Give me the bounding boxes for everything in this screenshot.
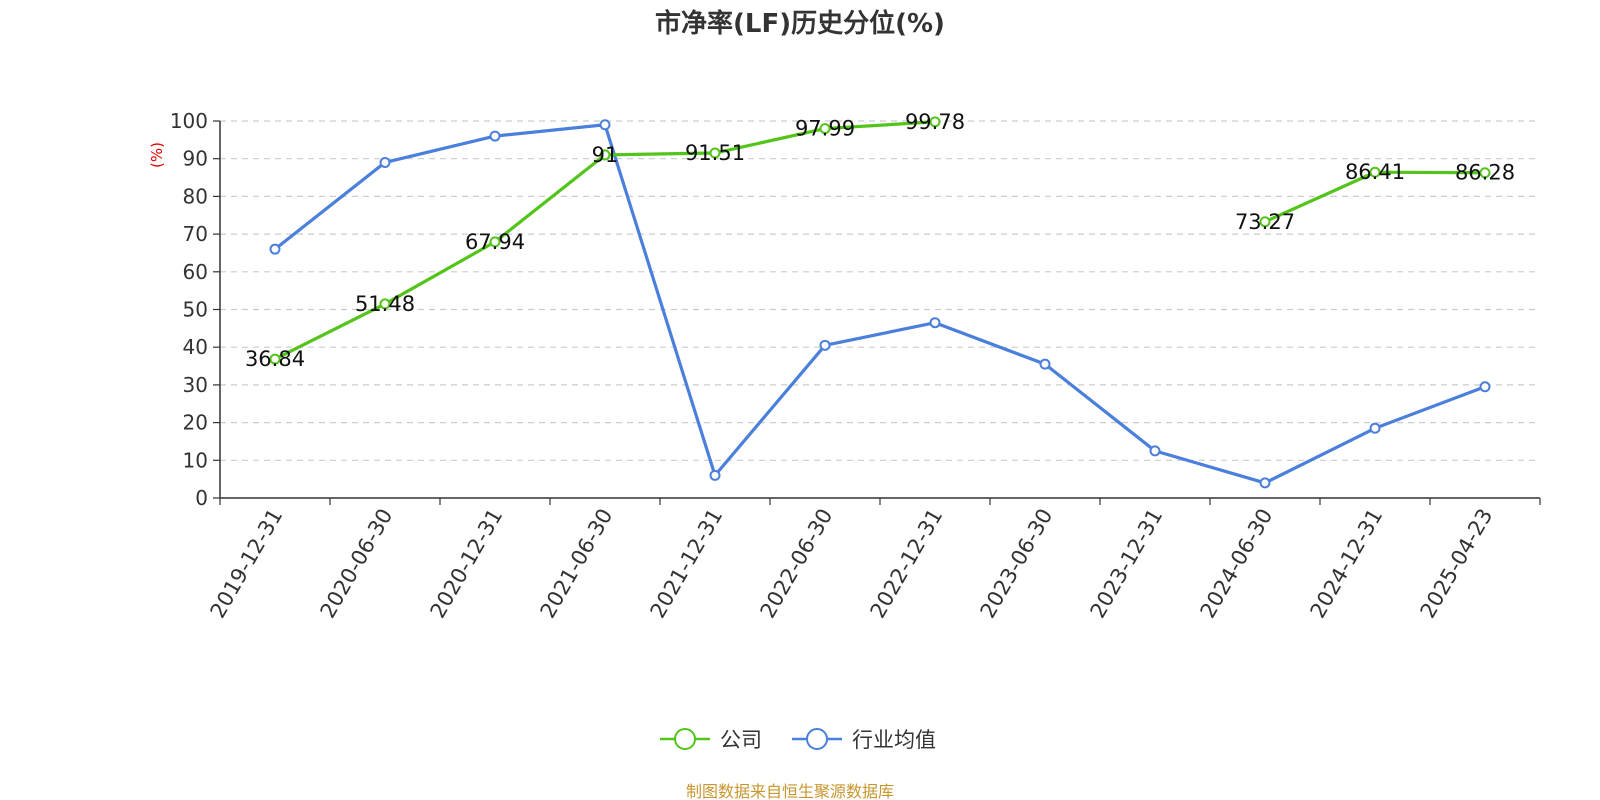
data-point[interactable] xyxy=(379,298,391,310)
data-label: 36.84 xyxy=(245,347,305,371)
data-labels: 36.84 51.48 67.94 91 91.51 97.99 99.78 73.27 86.… xyxy=(245,110,1515,371)
data-point[interactable] xyxy=(1149,445,1161,457)
x-tick-label: 2024-12-31 xyxy=(1306,505,1388,623)
legend-item[interactable]: 行业均值 xyxy=(792,728,936,752)
data-point[interactable] xyxy=(1259,216,1271,228)
data-label: 97.99 xyxy=(795,117,855,141)
series-0 xyxy=(269,116,1491,365)
data-label: 86.41 xyxy=(1345,160,1405,184)
legend-marker xyxy=(806,728,828,750)
data-point[interactable] xyxy=(1479,381,1491,393)
x-axis: 2019-12-31 2020-06-30 2020-12-31 2021-06-30… xyxy=(206,497,1541,623)
x-tick-label: 2020-06-30 xyxy=(316,505,398,623)
data-point[interactable] xyxy=(489,236,501,248)
data-point[interactable] xyxy=(1479,167,1491,179)
x-tick-label: 2025-04-23 xyxy=(1416,505,1498,623)
data-point[interactable] xyxy=(929,116,941,128)
series xyxy=(269,116,1491,489)
x-tick-label: 2021-06-30 xyxy=(536,505,618,623)
grid xyxy=(220,120,1540,461)
data-point[interactable] xyxy=(379,156,391,168)
legend-marker xyxy=(674,728,696,750)
y-tick-label: 100 xyxy=(170,109,208,133)
data-point[interactable] xyxy=(819,339,831,351)
legend-label: 行业均值 xyxy=(852,728,936,752)
y-tick-label: 60 xyxy=(183,260,208,284)
data-label: 86.28 xyxy=(1455,161,1515,185)
y-tick-label: 90 xyxy=(183,147,208,171)
y-tick-label: 0 xyxy=(195,486,208,510)
y-axis-label: (%) xyxy=(148,142,166,168)
y-axis: 0 10 20 30 40 50 60 70 80 90 100 xyxy=(170,109,221,510)
data-point[interactable] xyxy=(1039,358,1051,370)
data-point[interactable] xyxy=(1369,422,1381,434)
y-tick-label: 80 xyxy=(183,184,208,208)
x-tick-label: 2020-12-31 xyxy=(426,505,508,623)
y-tick-label: 70 xyxy=(183,222,208,246)
source-note: 制图数据来自恒生聚源数据库 xyxy=(686,782,894,800)
data-point[interactable] xyxy=(489,130,501,142)
data-point[interactable] xyxy=(709,469,721,481)
data-point[interactable] xyxy=(929,317,941,329)
legend-label: 公司 xyxy=(720,728,762,752)
data-label: 51.48 xyxy=(355,292,415,316)
y-tick-label: 50 xyxy=(183,298,208,322)
chart-title: 市净率(LF)历史分位(%) xyxy=(655,8,945,39)
data-label: 67.94 xyxy=(465,230,525,254)
y-tick-label: 20 xyxy=(183,411,208,435)
x-tick-label: 2023-12-31 xyxy=(1086,505,1168,623)
x-tick-label: 2021-12-31 xyxy=(646,505,728,623)
series-line xyxy=(274,123,1486,485)
x-tick-label: 2022-12-31 xyxy=(866,505,948,623)
x-tick-label: 2024-06-30 xyxy=(1196,505,1278,623)
data-point[interactable] xyxy=(709,147,721,159)
data-label: 99.78 xyxy=(905,110,965,134)
data-point[interactable] xyxy=(269,243,281,255)
x-tick-label: 2022-06-30 xyxy=(756,505,838,623)
y-tick-label: 30 xyxy=(183,373,208,397)
y-tick-label: 40 xyxy=(183,335,208,359)
y-tick-label: 10 xyxy=(183,448,208,472)
data-point[interactable] xyxy=(599,149,611,161)
data-point[interactable] xyxy=(599,119,611,131)
legend-item[interactable]: 公司 xyxy=(660,728,762,752)
data-point[interactable] xyxy=(819,123,831,135)
legend[interactable]: 公司 行业均值 xyxy=(660,728,936,752)
x-tick-label: 2023-06-30 xyxy=(976,505,1058,623)
series-1 xyxy=(269,119,1491,489)
data-point[interactable] xyxy=(1259,477,1271,489)
x-tick-label: 2019-12-31 xyxy=(206,505,288,623)
data-label: 91 xyxy=(592,143,619,167)
data-point[interactable] xyxy=(1369,166,1381,178)
data-label: 73.27 xyxy=(1235,210,1295,234)
data-point[interactable] xyxy=(269,353,281,365)
data-label: 91.51 xyxy=(685,141,745,165)
